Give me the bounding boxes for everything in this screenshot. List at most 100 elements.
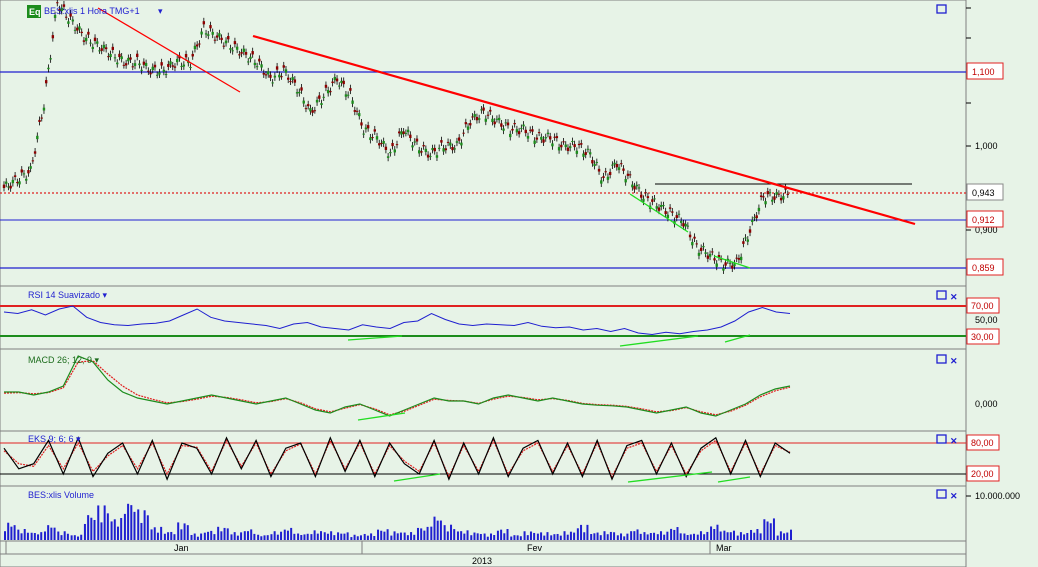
candle-body [389, 152, 392, 154]
volume-bar [516, 535, 519, 540]
volume-bar [460, 531, 463, 540]
candle-body [466, 126, 470, 130]
candle-body [44, 80, 48, 84]
candle-body [777, 193, 781, 195]
volume-tick-label: 10.000.000 [975, 491, 1020, 501]
candle-body [535, 137, 539, 140]
candle-body [660, 204, 663, 208]
volume-bar [573, 532, 576, 540]
rsi-panel-title[interactable]: RSI 14 Suavizado ▾ [28, 290, 108, 300]
candle-body [722, 267, 725, 271]
close-icon[interactable]: ✕ [950, 356, 958, 366]
candle-body [699, 247, 703, 251]
price-marker-859: 0,859 [972, 263, 995, 273]
candle-body [229, 48, 232, 50]
volume-bar [790, 529, 792, 540]
volume-bar [670, 528, 673, 540]
candle-body [262, 72, 265, 75]
volume-bar [233, 532, 236, 540]
candle-body [586, 148, 590, 150]
close-icon[interactable]: ✕ [950, 436, 958, 446]
candle-body [380, 142, 383, 144]
volume-bar [43, 531, 46, 540]
candle-body [11, 179, 15, 184]
volume-bar [759, 533, 762, 540]
volume-bar [403, 532, 406, 540]
volume-bar [87, 515, 90, 540]
candle-body [20, 169, 23, 173]
maximize-icon[interactable] [936, 489, 947, 499]
volume-bar [160, 526, 163, 540]
candle-body [273, 75, 277, 78]
stochastic-panel: EKS 9; 6; 6 ▾ 80,00 20,00 ✕ [0, 434, 1000, 483]
volume-bar [646, 534, 649, 540]
maximize-icon[interactable] [936, 290, 947, 300]
price-panel-title[interactable]: BES:xlis 1 Hora TMG+1 [44, 6, 140, 16]
eq-badge[interactable] [27, 5, 41, 18]
candle-body [577, 143, 581, 146]
volume-bar [473, 532, 476, 540]
candle-body [144, 62, 148, 67]
macd-panel-title[interactable]: MACD 26; 12; 9 ▾ [28, 355, 100, 365]
volume-bar [399, 532, 402, 540]
candle-body [378, 143, 381, 146]
candle-body [773, 196, 776, 200]
maximize-icon[interactable] [936, 4, 947, 14]
chevron-down-icon[interactable]: ▾ [158, 6, 163, 16]
volume-bar [666, 531, 669, 540]
candle-body [542, 139, 545, 143]
candle-body [662, 205, 665, 207]
volume-bar [313, 530, 316, 540]
candle-body [147, 70, 150, 72]
price-marker-last: 0,943 [972, 188, 995, 198]
candle-body [757, 207, 761, 212]
candle-body [460, 142, 463, 146]
candle-body [615, 164, 619, 168]
volume-bar [150, 529, 153, 540]
volume-bar [193, 533, 196, 540]
volume-bar [603, 531, 606, 540]
volume-bar [533, 532, 536, 540]
volume-bar [113, 519, 116, 540]
candle-body [9, 185, 12, 189]
rsi-level-70: 70,00 [971, 301, 994, 311]
volume-bar [536, 533, 539, 540]
close-icon[interactable]: ✕ [950, 292, 958, 302]
volume-bar [170, 531, 173, 540]
volume-bar [50, 527, 53, 540]
candle-body [786, 193, 789, 195]
maximize-icon[interactable] [936, 434, 947, 444]
candle-body [473, 114, 476, 117]
candle-body [247, 61, 250, 63]
volume-bar [479, 533, 482, 540]
candle-body [29, 166, 32, 169]
candle-body [457, 137, 461, 141]
candle-body [515, 129, 519, 133]
volume-bar [763, 519, 766, 540]
candle-body [107, 56, 110, 58]
candle-body [455, 141, 459, 143]
candle-body [597, 168, 601, 172]
volume-bar [430, 526, 433, 540]
volume-bar [659, 531, 662, 540]
volume-panel-title[interactable]: BES:xlis Volume [28, 490, 94, 500]
volume-bar [723, 530, 726, 540]
volume-bar [346, 532, 349, 540]
stochastic-panel-title[interactable]: EKS 9; 6; 6 ▾ [28, 434, 81, 444]
candle-body [289, 81, 292, 83]
volume-bar [616, 535, 619, 540]
maximize-icon[interactable] [936, 354, 947, 364]
volume-bar [523, 531, 526, 540]
candle-body [449, 142, 452, 146]
volume-bar [510, 536, 513, 540]
candle-body [200, 31, 203, 35]
volume-bar [217, 526, 220, 540]
close-icon[interactable]: ✕ [950, 491, 958, 501]
macd-panel: MACD 26; 12; 9 ▾ 0,000 ✕ [3, 354, 998, 421]
volume-bar [257, 534, 260, 540]
volume-bar [679, 533, 682, 540]
candle-body [520, 127, 523, 129]
volume-bar [420, 528, 423, 540]
time-axis-label: Mar [716, 543, 732, 553]
